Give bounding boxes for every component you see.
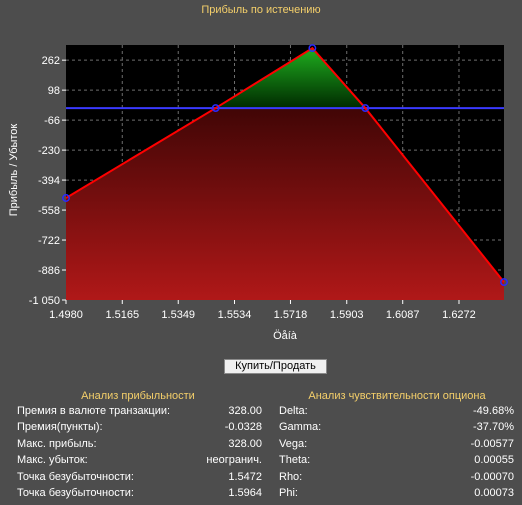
- analysis-row: Vega: -0.00577: [279, 436, 514, 452]
- analysis-value: -0.00070: [470, 470, 514, 483]
- sensitivity-analysis-title: Анализ чувствительности опциона: [308, 390, 486, 402]
- y-tick-label: 262: [42, 55, 60, 67]
- profit-analysis-title: Анализ прибыльности: [81, 390, 195, 402]
- analysis-label: Rho:: [279, 470, 303, 483]
- chart-title: Прибыль по истечению: [201, 4, 321, 16]
- profit-chart: 262 98 -66 -230 -394 -558 -722 -886 -1 050 1.498…: [8, 44, 508, 342]
- pl-point: [361, 104, 370, 113]
- x-tick-label: 1.6272: [442, 309, 476, 321]
- analysis-label: Премия(пункты):: [17, 421, 103, 434]
- pl-line: [65, 46, 505, 283]
- analysis-label: Премия в валюте транзакции:: [17, 405, 171, 417]
- analysis-label: Delta:: [279, 405, 308, 417]
- analysis-value: -0.0328: [224, 421, 262, 434]
- x-tick-label: 1.6087: [386, 309, 420, 321]
- y-tick-label: -722: [38, 235, 60, 247]
- x-tick-label: 1.5903: [330, 309, 364, 321]
- analysis-value: 0.00055: [474, 454, 514, 467]
- profit-area: [215, 48, 366, 109]
- analysis-label: Phi:: [279, 487, 298, 499]
- analysis-row: Delta: -49.68%: [279, 403, 514, 419]
- analysis-value: 328.00: [228, 405, 262, 417]
- y-tick-label: -66: [44, 115, 60, 127]
- analysis-row: Макс. убыток: неогранич.: [17, 452, 262, 468]
- y-tick-label: -886: [38, 265, 60, 277]
- analysis-label: Точка безубыточности:: [17, 487, 134, 499]
- y-axis-label: Прибыль / Убыток: [8, 124, 20, 217]
- analysis-value: -37.70%: [473, 421, 514, 434]
- analysis-row: Премия в валюте транзакции: 328.00: [17, 403, 262, 419]
- loss-area: [66, 48, 504, 300]
- analysis-label: Vega:: [279, 437, 308, 450]
- y-tick-label: -394: [38, 175, 60, 187]
- analysis-row: Phi: 0.00073: [279, 485, 514, 501]
- analysis-value: неогранич.: [206, 454, 262, 467]
- analysis-value: 1.5964: [228, 487, 262, 499]
- analysis-value: 0.00073: [474, 487, 514, 499]
- analysis-row: Theta: 0.00055: [279, 452, 514, 468]
- y-tick-label: -230: [38, 145, 60, 157]
- analysis-label: Макс. убыток:: [17, 454, 88, 467]
- x-tick-label: 1.5349: [161, 309, 195, 321]
- pl-point: [500, 278, 508, 287]
- x-tick-label: 1.5165: [105, 309, 139, 321]
- x-tick-label: 1.5534: [218, 309, 252, 321]
- x-tick-label: 1.4980: [49, 309, 83, 321]
- analysis-row: Точка безубыточности: 1.5472: [17, 469, 262, 485]
- pl-point: [308, 44, 317, 53]
- analysis-value: 1.5472: [228, 470, 262, 483]
- y-tick-label: -558: [38, 205, 60, 217]
- analysis-label: Theta:: [279, 454, 311, 467]
- y-tick-label: -1 050: [29, 295, 60, 307]
- x-tick-label: 1.5718: [274, 309, 308, 321]
- analysis-row: Rho: -0.00070: [279, 469, 514, 485]
- analysis-value: 328.00: [228, 437, 262, 450]
- analysis-value: -0.00577: [470, 437, 514, 450]
- analysis-label: Макс. прибыль:: [17, 437, 97, 450]
- analysis-row: Премия(пункты): -0.0328: [17, 419, 262, 435]
- buy-sell-button[interactable]: Купить/Продать: [224, 359, 327, 374]
- analysis-label: Gamma:: [279, 421, 322, 434]
- pl-point: [62, 194, 70, 202]
- x-axis-label: Öåíà: [273, 330, 298, 342]
- analysis-row: Макс. прибыль: 328.00: [17, 436, 262, 452]
- y-tick-label: 98: [48, 85, 60, 97]
- analysis-row: Gamma: -37.70%: [279, 419, 514, 435]
- analysis-value: -49.68%: [473, 405, 514, 417]
- analysis-label: Точка безубыточности:: [17, 470, 134, 483]
- analysis-row: Точка безубыточности: 1.5964: [17, 485, 262, 501]
- pl-point: [211, 104, 220, 113]
